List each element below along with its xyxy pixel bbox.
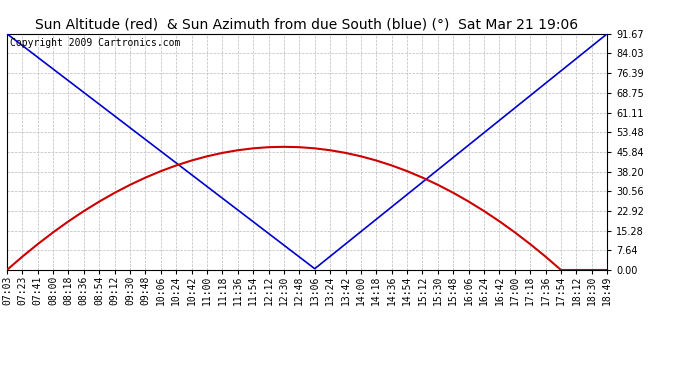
- Title: Sun Altitude (red)  & Sun Azimuth from due South (blue) (°)  Sat Mar 21 19:06: Sun Altitude (red) & Sun Azimuth from du…: [35, 17, 579, 31]
- Text: Copyright 2009 Cartronics.com: Copyright 2009 Cartronics.com: [10, 39, 180, 48]
